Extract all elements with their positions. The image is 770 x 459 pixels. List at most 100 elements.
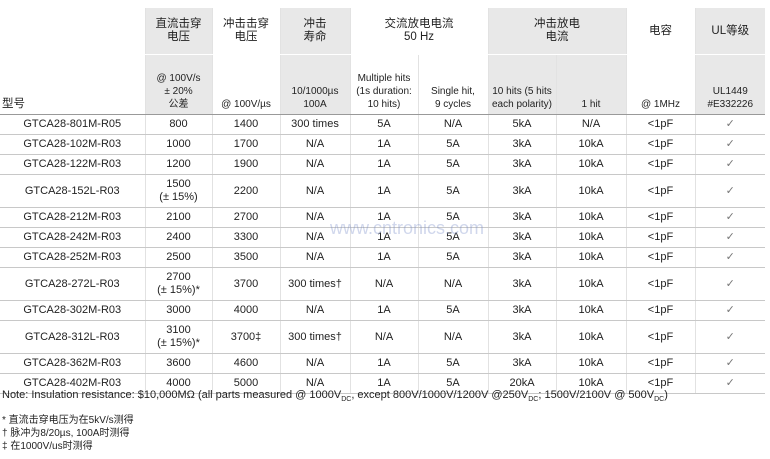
cell: 300 times bbox=[279, 114, 350, 135]
cell: 5A bbox=[417, 154, 488, 175]
cell: N/A bbox=[349, 320, 418, 354]
cell: 10kA bbox=[555, 320, 626, 354]
cell: <1pF bbox=[625, 320, 695, 354]
cell: 1500 (± 15%) bbox=[144, 174, 212, 208]
group-header: 冲击放电 电流 bbox=[487, 8, 626, 55]
cell: 2200 bbox=[211, 174, 280, 208]
cell: ✓ bbox=[694, 267, 765, 301]
group-header: 交流放电电流 50 Hz bbox=[349, 8, 488, 55]
model-cell: GTCA28-152L-R03 bbox=[0, 174, 145, 208]
sub-header: Multiple hits (1s duration: 10 hits) bbox=[349, 54, 418, 115]
cell: 300 times† bbox=[279, 267, 350, 301]
table-row: GTCA28-152L-R03 1500 (± 15%) 2200 N/A 1A 5A 3k… bbox=[0, 174, 765, 208]
cell: 4600 bbox=[211, 353, 280, 374]
cell: 3kA bbox=[487, 207, 556, 228]
cell: 4000 bbox=[144, 373, 212, 394]
cell: 3kA bbox=[487, 227, 556, 248]
note-text: DC bbox=[528, 396, 539, 404]
cell: <1pF bbox=[625, 353, 695, 374]
note-text: Note: Insulation resistance: $10,000MΩ (… bbox=[2, 389, 342, 401]
model-cell: GTCA28-312L-R03 bbox=[0, 320, 145, 354]
table-row: GTCA28-102M-R03 1000 1700 N/A 1A 5A 3kA 10kA <1p… bbox=[0, 134, 765, 155]
cell: <1pF bbox=[625, 174, 695, 208]
header-row: 型号 直流击穿 电压 冲击击穿 电压 冲击 寿命 交流放电电流 50 Hz 冲击放电 电流… bbox=[0, 8, 765, 115]
cell: <1pF bbox=[625, 134, 695, 155]
footnote: * 直流击穿电压为在5kV/s测得 bbox=[2, 415, 134, 426]
cell: 10kA bbox=[555, 227, 626, 248]
cell: 5A bbox=[417, 300, 488, 321]
cell: 5A bbox=[417, 373, 488, 394]
table-row: GTCA28-122M-R03 1200 1900 N/A 1A 5A 3kA 10kA <1p… bbox=[0, 154, 765, 175]
footnote: † 脉冲为8/20µs, 100A时测得 bbox=[2, 428, 130, 439]
cell: 10kA bbox=[555, 353, 626, 374]
cell: ✓ bbox=[694, 174, 765, 208]
note-text: , except 800V/1000V/1200V @250V bbox=[351, 389, 529, 401]
cell: 5000 bbox=[211, 373, 280, 394]
model-cell: GTCA28-402M-R03 bbox=[0, 373, 145, 394]
cell: ✓ bbox=[694, 373, 765, 394]
group-header: 直流击穿 电压 bbox=[144, 8, 212, 55]
cell: 5A bbox=[417, 227, 488, 248]
cell: 1A bbox=[349, 353, 418, 374]
cell: N/A bbox=[279, 207, 350, 228]
cell: ✓ bbox=[694, 207, 765, 228]
model-cell: GTCA28-212M-R03 bbox=[0, 207, 145, 228]
table-row: GTCA28-252M-R03 2500 3500 N/A 1A 5A 3kA 10kA <1p… bbox=[0, 247, 765, 268]
cell: N/A bbox=[417, 267, 488, 301]
cell: 3kA bbox=[487, 267, 556, 301]
cell: ✓ bbox=[694, 353, 765, 374]
model-cell: GTCA28-122M-R03 bbox=[0, 154, 145, 175]
cell: <1pF bbox=[625, 300, 695, 321]
model-cell: GTCA28-801M-R05 bbox=[0, 114, 145, 135]
cell: 3700 bbox=[211, 267, 280, 301]
cell: ✓ bbox=[694, 300, 765, 321]
cell: ✓ bbox=[694, 247, 765, 268]
cell: 3kA bbox=[487, 320, 556, 354]
cell: ✓ bbox=[694, 320, 765, 354]
sub-header: Single hit, 9 cycles bbox=[417, 54, 488, 115]
cell: 10kA bbox=[555, 134, 626, 155]
cell: 1A bbox=[349, 174, 418, 208]
cell: <1pF bbox=[625, 267, 695, 301]
table-row: GTCA28-801M-R05 800 1400 300 times 5A N/A 5kA N… bbox=[0, 114, 765, 135]
cell: <1pF bbox=[625, 114, 695, 135]
cell: 1A bbox=[349, 134, 418, 155]
cell: 1A bbox=[349, 227, 418, 248]
spec-table: 型号 直流击穿 电压 冲击击穿 电压 冲击 寿命 交流放电电流 50 Hz 冲击放电 电流… bbox=[0, 8, 765, 394]
cell: 5A bbox=[417, 247, 488, 268]
sub-header: @ 100V/s ± 20% 公差 bbox=[144, 54, 212, 115]
cell: ✓ bbox=[694, 154, 765, 175]
group-header: UL等级 bbox=[694, 8, 765, 55]
cell: ✓ bbox=[694, 134, 765, 155]
cell: ✓ bbox=[694, 114, 765, 135]
cell: 1A bbox=[349, 300, 418, 321]
cell: 2700 bbox=[211, 207, 280, 228]
cell: N/A bbox=[279, 373, 350, 394]
cell: 5A bbox=[417, 207, 488, 228]
cell: <1pF bbox=[625, 373, 695, 394]
cell: 10kA bbox=[555, 267, 626, 301]
cell: 3kA bbox=[487, 300, 556, 321]
cell: 3kA bbox=[487, 353, 556, 374]
group-header: 冲击 寿命 bbox=[279, 8, 350, 55]
model-cell: GTCA28-302M-R03 bbox=[0, 300, 145, 321]
note-text: DC bbox=[341, 396, 352, 404]
model-cell: GTCA28-102M-R03 bbox=[0, 134, 145, 155]
sub-header: 10/1000µs 100A bbox=[279, 54, 350, 115]
model-cell: GTCA28-362M-R03 bbox=[0, 353, 145, 374]
cell: 10kA bbox=[555, 247, 626, 268]
cell: N/A bbox=[279, 174, 350, 208]
cell: N/A bbox=[417, 320, 488, 354]
note: Note: Insulation resistance: $10,000MΩ (… bbox=[2, 389, 668, 403]
cell: <1pF bbox=[625, 227, 695, 248]
sub-header: @ 100V/µs bbox=[211, 54, 280, 115]
model-cell: GTCA28-272L-R03 bbox=[0, 267, 145, 301]
cell: 20kA bbox=[487, 373, 556, 394]
cell: 5kA bbox=[487, 114, 556, 135]
table-row: GTCA28-312L-R03 3100 (± 15%)* 3700‡ 300 tim… bbox=[0, 320, 765, 354]
model-cell: GTCA28-252M-R03 bbox=[0, 247, 145, 268]
subheader-row: @ 100V/s ± 20% 公差 @ 100V/µs 10/1000µs 100A… bbox=[0, 54, 765, 115]
table-row: GTCA28-272L-R03 2700 (± 15%)* 3700 300 time… bbox=[0, 267, 765, 301]
table-row: GTCA28-362M-R03 3600 4600 N/A 1A 5A 3kA 10kA <1p… bbox=[0, 353, 765, 374]
